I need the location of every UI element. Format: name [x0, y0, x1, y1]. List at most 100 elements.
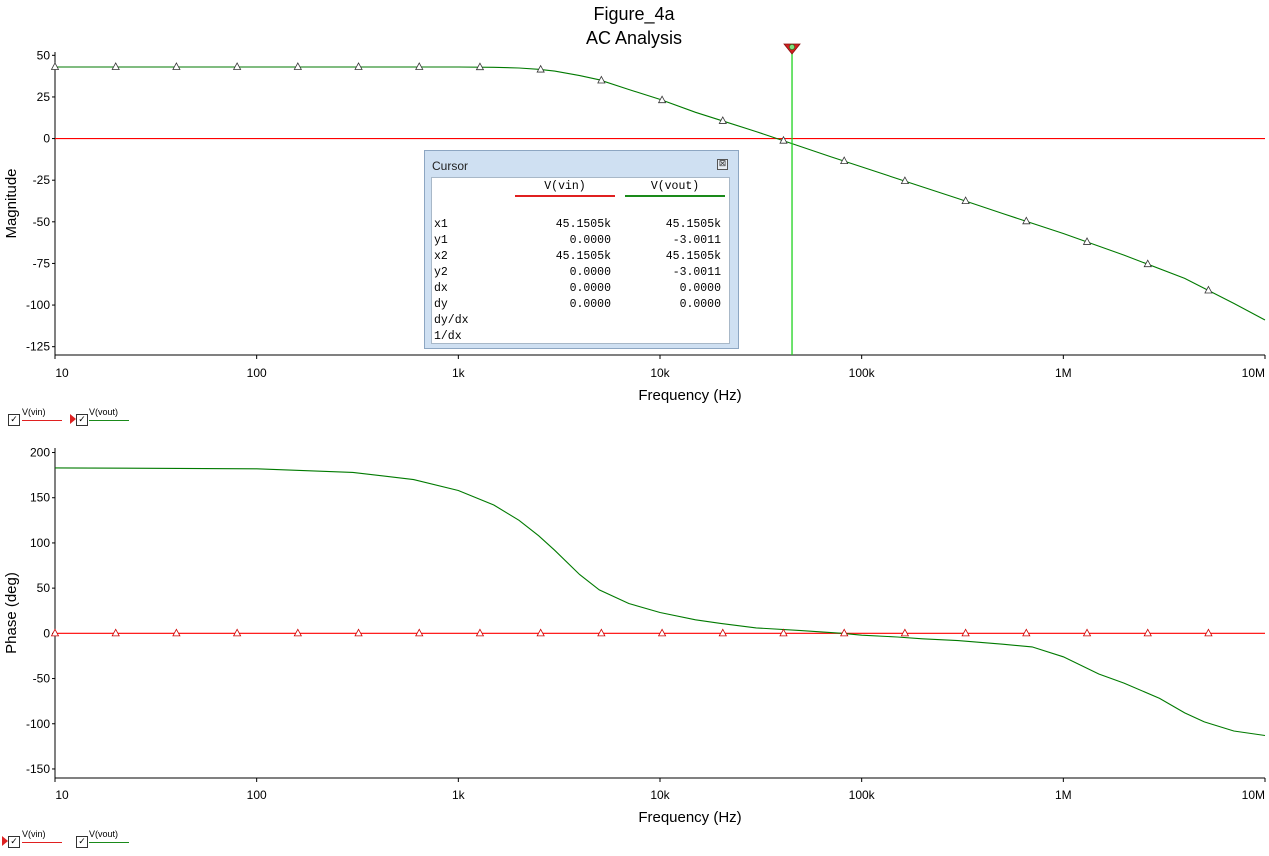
checkbox-vin[interactable]: ✓ [8, 414, 20, 426]
legend-magnitude: ✓ V(vin) ✓ V(vout) [8, 407, 138, 427]
cursor-cell-v2: 45.1505k [665, 250, 721, 263]
series-marker [597, 628, 606, 637]
cursor-cell-label: dy [434, 298, 448, 311]
legend-label-vout: V(vout) [89, 829, 119, 839]
cursor-window[interactable]: Cursor ⊠ V(vin) V(vout) x1 45.1505k 45.150… [424, 150, 739, 349]
cursor-row-y1: y1 0.0000 -3.0011 [432, 234, 731, 250]
cursor-col-vout-swatch [625, 195, 725, 197]
cursor-window-title: Cursor [432, 159, 469, 173]
series-marker [111, 628, 120, 637]
series-marker [232, 628, 242, 637]
x-tick-label: 10 [55, 788, 69, 802]
y-tick-label: -125 [26, 340, 50, 354]
cursor-col-vin-swatch [515, 195, 615, 197]
cursor-cell-v2: -3.0011 [672, 234, 721, 247]
series-marker [718, 628, 727, 637]
series-marker [840, 628, 849, 637]
series-marker [840, 156, 849, 165]
y-tick-label: -50 [33, 215, 51, 229]
close-icon[interactable]: ⊠ [717, 159, 728, 170]
series-marker [475, 628, 485, 637]
series-marker [50, 62, 60, 70]
figure-subtitle: AC Analysis [586, 28, 682, 48]
x-axis-label: Frequency (Hz) [638, 809, 741, 826]
legend-line-vin [22, 842, 62, 843]
checkbox-vout[interactable]: ✓ [76, 414, 88, 426]
series-marker [293, 62, 303, 70]
series-marker [1022, 628, 1031, 637]
x-tick-label: 1M [1055, 788, 1072, 802]
series-marker [1143, 628, 1152, 637]
series-marker [415, 62, 424, 70]
x-tick-label: 10 [55, 366, 69, 380]
y-tick-label: -150 [26, 762, 50, 776]
cursor-cell-v2: 0.0000 [679, 282, 721, 295]
y-tick-label: -50 [33, 672, 51, 686]
x-tick-label: 1k [452, 788, 466, 802]
y-tick-label: -75 [33, 256, 51, 270]
x-tick-label: 100 [247, 788, 267, 802]
cursor-cell-label: dy/dx [434, 314, 469, 327]
cursor-cell-label: dx [434, 282, 448, 295]
series-marker [779, 135, 788, 144]
cursor-row-dx: dx 0.0000 0.0000 [432, 282, 731, 298]
cursor-cell-label: y2 [434, 266, 448, 279]
y-tick-label: 100 [30, 536, 50, 550]
series-marker [718, 116, 727, 124]
cursor-cell-v1: 0.0000 [569, 282, 611, 295]
series-marker [354, 62, 363, 70]
plot-phase: 200 150 100 50 0 -50 -100 -150 10 100 1k 10k 100k 1M 1… [3, 446, 1266, 826]
y-tick-label: 200 [30, 446, 50, 460]
cursor-cell-v2: -3.0011 [672, 266, 721, 279]
cursor-cell-label: 1/dx [434, 330, 462, 343]
y-tick-label: 0 [43, 132, 50, 146]
cursor-row-dy: dy 0.0000 0.0000 [432, 298, 731, 314]
y-tick-label: 150 [30, 491, 50, 505]
series-marker [657, 628, 667, 637]
series-marker [961, 628, 970, 637]
series-marker [354, 628, 363, 637]
y-tick-label: 50 [37, 48, 51, 62]
series-marker [111, 62, 120, 70]
series-marker [415, 628, 424, 637]
series-marker [1204, 285, 1213, 294]
cursor-col-vout: V(vout) [650, 180, 700, 193]
series-marker [50, 628, 60, 637]
cursor-cell-v2: 0.0000 [679, 298, 721, 311]
cursor-cell-v1: 0.0000 [569, 298, 611, 311]
series-marker [779, 628, 788, 637]
series-marker [172, 628, 181, 637]
y-tick-label: 50 [37, 581, 51, 595]
series-marker [657, 95, 667, 104]
series-marker [293, 628, 303, 637]
x-tick-label: 100 [247, 366, 267, 380]
series-marker [1082, 237, 1092, 245]
checkbox-vout[interactable]: ✓ [76, 836, 88, 848]
cursor-cell-label: y1 [434, 234, 448, 247]
x-tick-label: 10M [1242, 366, 1265, 380]
cursor-handle-dot [789, 44, 795, 50]
y-tick-label: -25 [33, 173, 51, 187]
figure-title: Figure_4a [593, 4, 675, 25]
cursor-row-1-dx: 1/dx [432, 330, 731, 346]
series-marker [961, 196, 970, 204]
legend-label-vout: V(vout) [89, 407, 119, 417]
cursor-row-y2: y2 0.0000 -3.0011 [432, 266, 731, 282]
x-tick-label: 10k [650, 788, 670, 802]
legend-selected-marker-icon [2, 836, 8, 846]
cursor-row-dy-dx: dy/dx [432, 314, 731, 330]
x-tick-label: 1M [1055, 366, 1072, 380]
y-tick-label: 0 [43, 626, 50, 640]
x-tick-label: 100k [849, 366, 876, 380]
y-tick-label: -100 [26, 298, 50, 312]
series-marker [1204, 628, 1213, 637]
legend-line-vout [89, 420, 129, 421]
cursor-cell-v1: 45.1505k [555, 218, 611, 231]
series-marker [536, 628, 545, 637]
cursor-row-x2: x2 45.1505k 45.1505k [432, 250, 731, 266]
checkbox-vin[interactable]: ✓ [8, 836, 20, 848]
series-marker [597, 75, 606, 84]
cursor-readout-table: V(vin) V(vout) x1 45.1505k 45.1505k y1 0.000… [431, 177, 730, 344]
series-marker [900, 628, 910, 637]
